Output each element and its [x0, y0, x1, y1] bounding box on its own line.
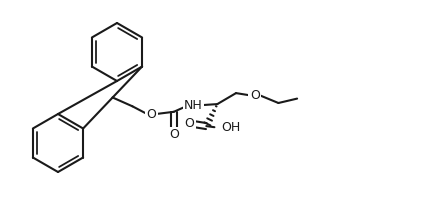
Text: O: O: [169, 128, 179, 141]
Text: OH: OH: [221, 121, 241, 134]
Text: O: O: [185, 117, 194, 130]
Text: O: O: [250, 89, 260, 102]
Text: NH: NH: [184, 99, 203, 112]
Text: O: O: [146, 108, 156, 120]
